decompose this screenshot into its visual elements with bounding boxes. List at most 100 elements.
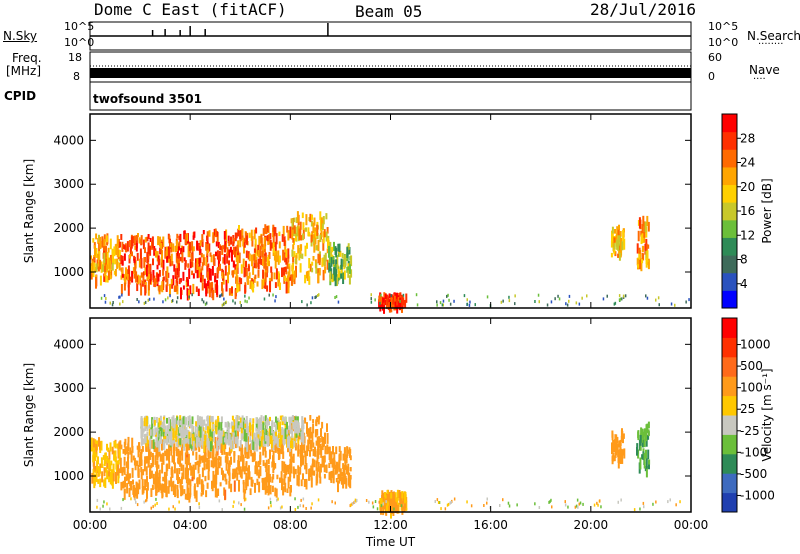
panel-1-cell	[218, 256, 220, 269]
panel-1-cell	[178, 241, 181, 247]
panel-1-cell	[101, 236, 104, 248]
panel-1-cell	[190, 253, 193, 262]
panel-2-cell	[130, 481, 133, 491]
panel-2-near-range-echo	[310, 506, 312, 510]
panel-2-near-range-echo	[294, 508, 297, 511]
panel-1-cell	[201, 274, 204, 282]
panel-2-near-range-echo	[396, 505, 398, 509]
panel-2-cell	[171, 416, 174, 427]
panel-2-near-range-echo	[551, 505, 553, 509]
panel-2-cell	[130, 450, 133, 463]
panel-1-cell	[90, 263, 93, 268]
panel-2-cell	[92, 438, 95, 450]
panel-1-cell	[209, 252, 212, 257]
panel-1-cell	[184, 233, 187, 245]
panel-1-cell	[278, 255, 281, 263]
panel-2-cell	[149, 437, 152, 448]
panel-2-cell	[186, 491, 189, 501]
panel-2-cell	[262, 422, 265, 434]
panel-2-cell	[388, 505, 391, 513]
panel-1-cell	[103, 269, 106, 277]
panel-2-cell	[282, 486, 285, 491]
panel-1-cell	[157, 236, 160, 246]
panel-1-cell	[165, 284, 168, 292]
panel-1-cell	[242, 237, 245, 243]
panel-1-cell	[647, 244, 650, 249]
panel-2-cell	[218, 429, 221, 441]
panel-2-cell	[289, 465, 292, 478]
panel-2-cell	[146, 482, 149, 491]
panel-1-cell	[404, 299, 407, 309]
panel-2-cell	[101, 463, 104, 468]
panel-2-cell	[637, 449, 640, 459]
panel-2-cell	[275, 440, 278, 449]
x-axis-title: Time UT	[365, 535, 416, 549]
panel-2-cell	[143, 460, 146, 472]
panel-2-near-range-echo	[232, 504, 234, 508]
panel-2-cell	[238, 469, 241, 475]
panel-2-cell	[285, 436, 288, 444]
panel-1-cell	[111, 262, 114, 271]
panel-1-cell	[319, 234, 322, 243]
panel-1-cell	[217, 241, 220, 249]
panel-2-cell	[230, 456, 232, 465]
panel-1-cell	[172, 245, 175, 252]
panel-2-cell	[210, 416, 213, 422]
panel-2-cell	[140, 429, 143, 439]
panel-1-cell	[201, 234, 204, 242]
panel-1-colorbar-tick-label: 16	[740, 204, 755, 218]
panel-2-cell	[150, 439, 153, 449]
panel-1-colorbar-segment	[722, 131, 737, 150]
panel-2-cell	[170, 468, 173, 476]
panel-1-cell	[318, 268, 321, 276]
panel-1-cell	[295, 265, 297, 278]
panel-1-near-range-echo	[416, 303, 419, 307]
panel-2-cell	[196, 429, 199, 438]
panel-1-cell	[126, 274, 129, 281]
panel-2-near-range-echo	[334, 501, 336, 505]
panel-2-cell	[255, 417, 258, 424]
panel-1-near-range-echo	[621, 297, 623, 301]
panel-2-cell	[117, 464, 119, 476]
panel-2-cell	[127, 474, 130, 479]
panel-2-near-range-echo	[238, 501, 240, 505]
panel-1-cell	[189, 285, 192, 295]
panel-1-cell	[242, 258, 245, 268]
panel-2-near-range-echo	[447, 502, 450, 506]
panel-1-cell	[207, 277, 210, 289]
panel-2-cell	[156, 467, 159, 477]
panel-2-near-range-echo	[145, 499, 147, 503]
panel-2-cell	[283, 475, 286, 486]
panel-1-cell	[392, 299, 395, 305]
panel-1-cell	[239, 230, 242, 240]
panel-1-near-range-echo	[334, 296, 336, 299]
panel-1-cell	[617, 242, 620, 252]
panel-1-cell	[623, 238, 626, 250]
panel-1-near-range-echo	[121, 293, 123, 297]
panel-1-cell	[347, 260, 350, 265]
panel-2-cell	[141, 418, 144, 428]
panel-2-cell	[245, 482, 248, 488]
panel-2-cell	[254, 482, 256, 493]
panel-2-cell	[262, 416, 265, 422]
panel-2-cell	[127, 456, 129, 464]
panel-1-cell	[236, 257, 239, 268]
panel-2-cell	[622, 434, 624, 444]
panel-2-near-range-echo	[437, 501, 440, 504]
panel-2-cell	[275, 416, 277, 423]
panel-1-cell	[311, 214, 313, 220]
panel-2-cell	[332, 466, 335, 473]
panel-2-cell	[259, 465, 262, 477]
panel-1-cell	[123, 253, 126, 261]
panel-2-cell	[156, 477, 159, 488]
panel-2-cell	[181, 430, 184, 436]
panel-1-cell	[311, 261, 314, 266]
panel-2-cell	[344, 464, 347, 470]
panel-2-cell	[165, 486, 168, 497]
panel-2-cell	[181, 433, 183, 439]
panel-2-cell	[159, 415, 162, 422]
panel-2-cell	[259, 418, 262, 426]
panel-2-cell	[301, 454, 304, 466]
panel-1-cell	[255, 227, 258, 234]
panel-1-cell	[186, 233, 189, 242]
